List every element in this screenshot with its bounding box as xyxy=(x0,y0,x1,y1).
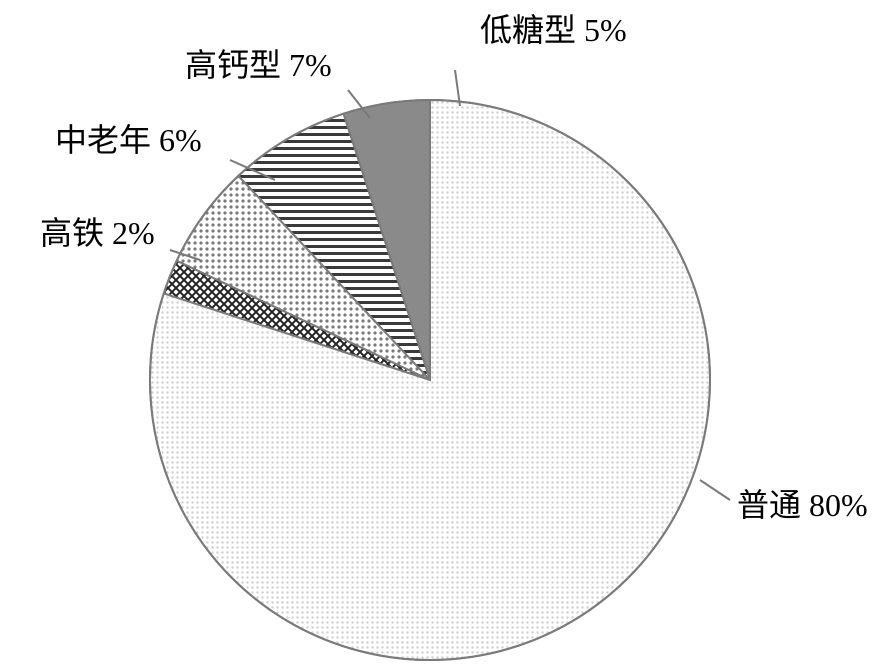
label-high-iron: 高铁 2% xyxy=(40,208,155,254)
leader-line-normal xyxy=(700,480,730,500)
label-low-sugar: 低糖型 5% xyxy=(480,5,627,51)
label-normal: 普通 80% xyxy=(737,480,868,526)
pie-chart-svg xyxy=(0,0,894,666)
label-high-calcium: 高钙型 7% xyxy=(185,40,332,86)
label-elderly: 中老年 6% xyxy=(55,115,202,161)
pie-chart-container: 低糖型 5% 高钙型 7% 中老年 6% 高铁 2% 普通 80% xyxy=(0,0,894,666)
